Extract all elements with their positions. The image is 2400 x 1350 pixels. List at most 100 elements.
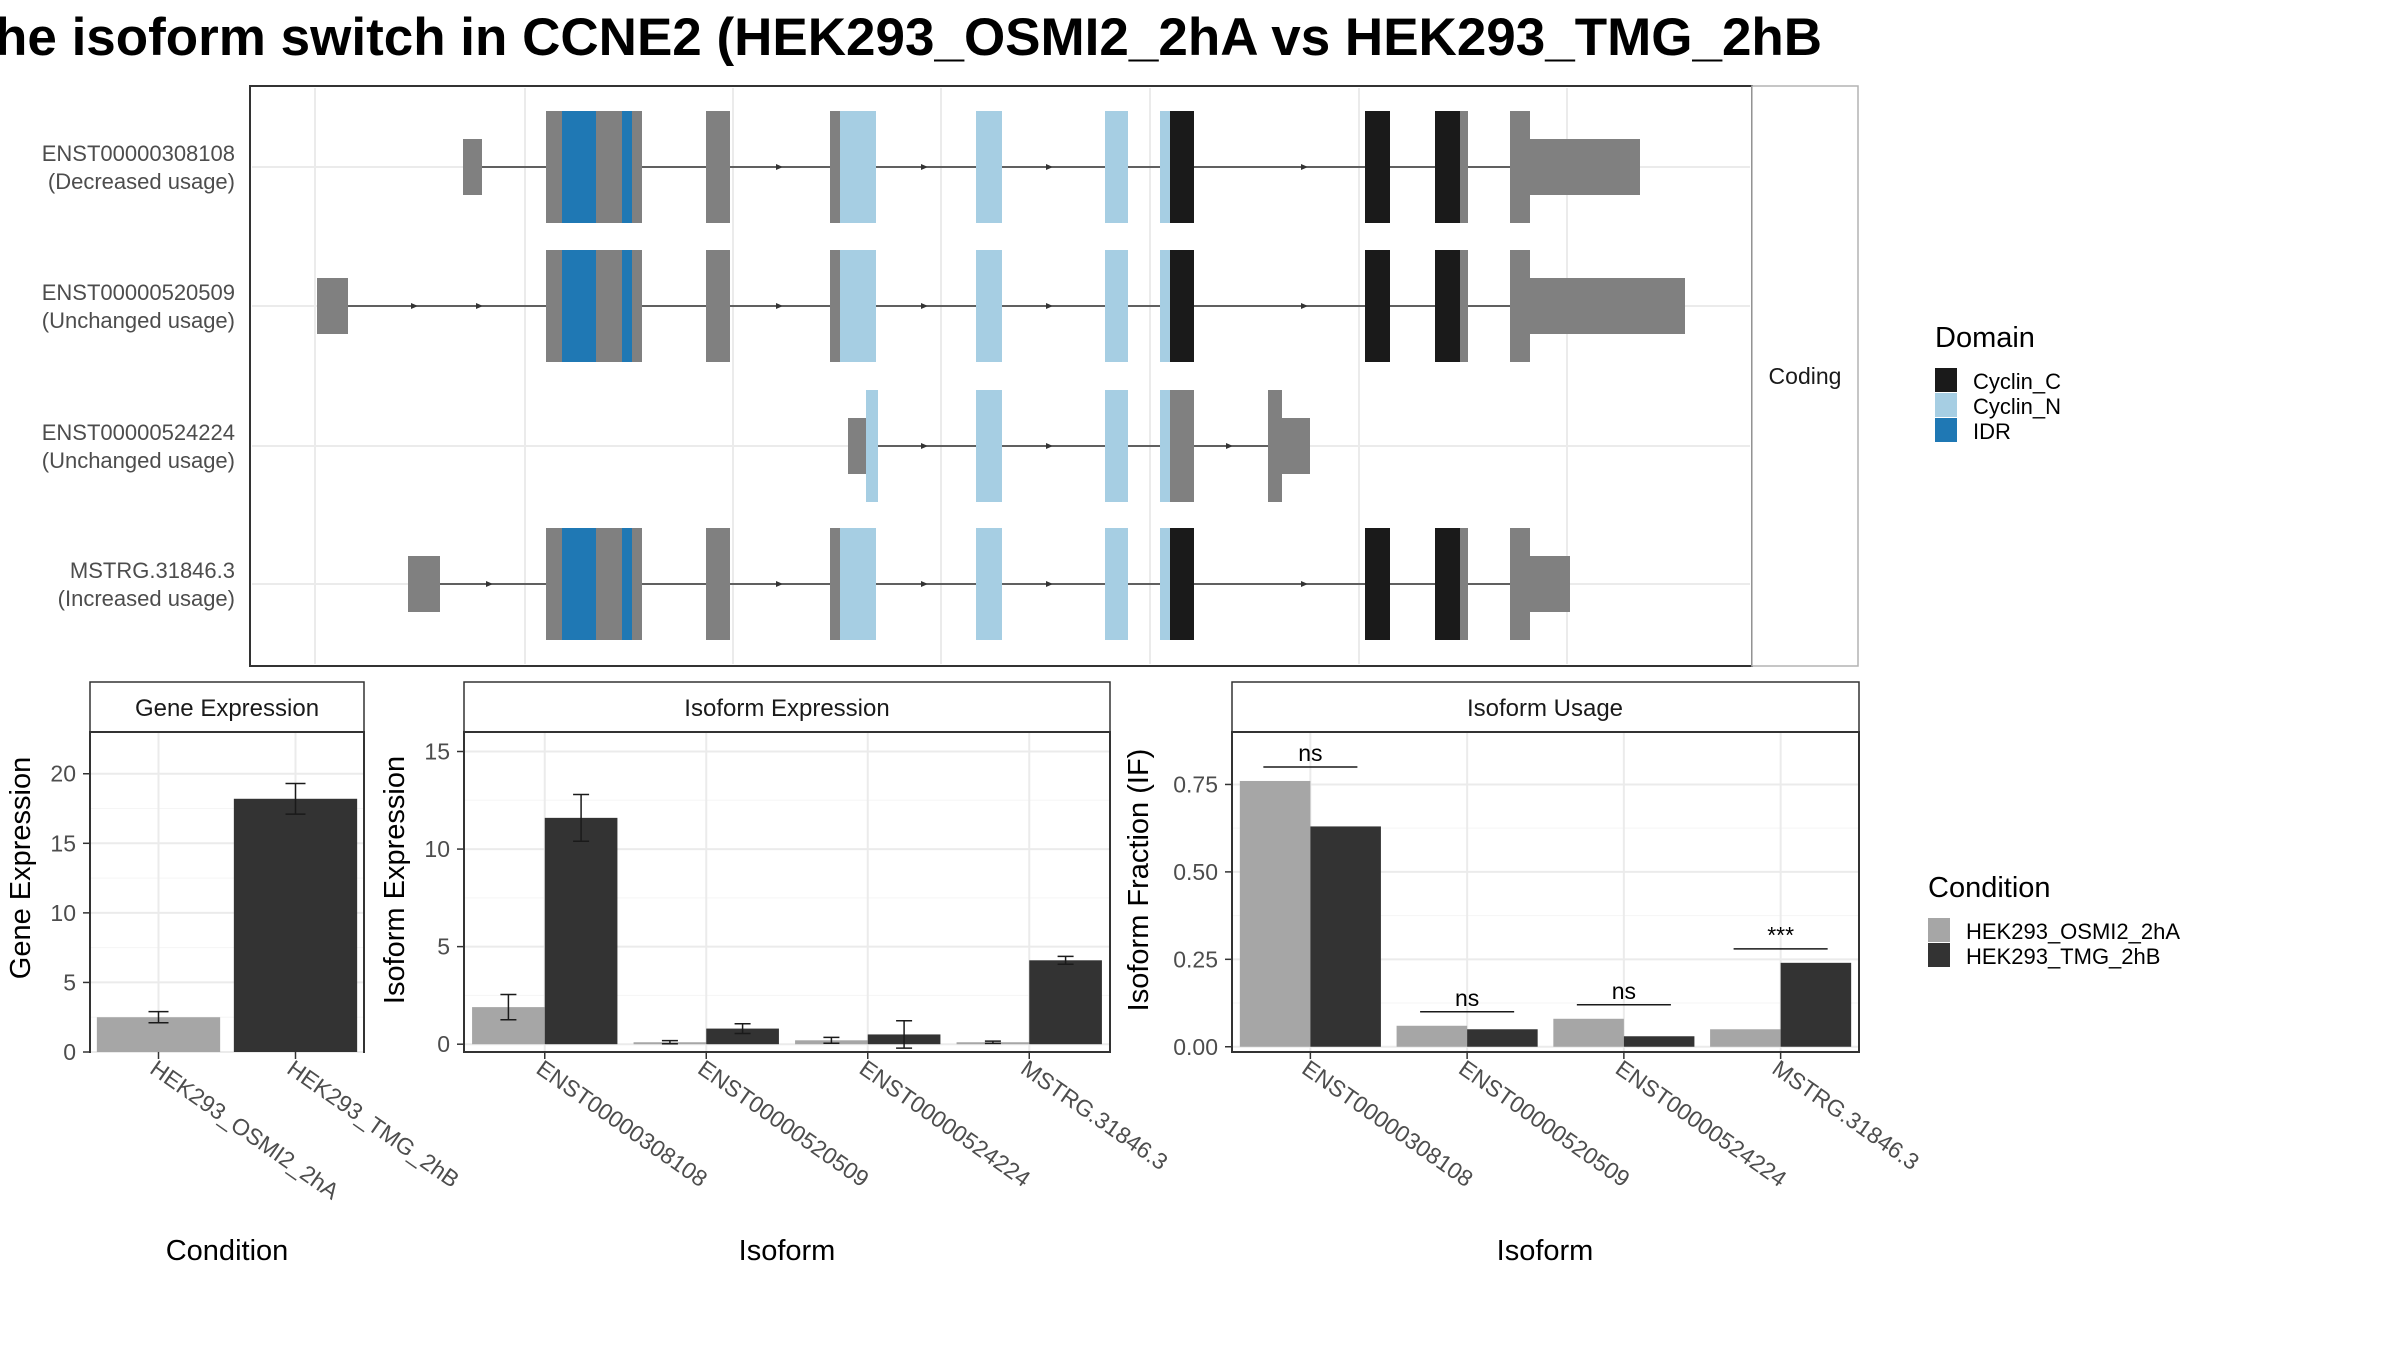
legend-label-tmg: HEK293_TMG_2hB	[1966, 944, 2160, 969]
strand-arrow	[1046, 303, 1053, 309]
exon-block	[1282, 418, 1310, 474]
exon-block	[632, 111, 642, 223]
exon-block	[622, 250, 632, 362]
strand-arrow	[411, 303, 418, 309]
x-tick-label: ENST00000308108	[532, 1055, 712, 1192]
exon-block	[706, 528, 730, 640]
y-tick-label: 0	[63, 1039, 76, 1065]
transcript-label-usage: (Increased usage)	[58, 586, 235, 611]
exon-block	[1460, 250, 1468, 362]
exon-block	[1530, 278, 1685, 334]
exon-block	[596, 250, 622, 362]
legend-label-idr: IDR	[1973, 419, 2011, 444]
exon-block	[1160, 250, 1170, 362]
legend-label-cyclin-c: Cyclin_C	[1973, 369, 2061, 394]
exon-block	[1160, 528, 1170, 640]
x-tick-label: MSTRG.31846.3	[1768, 1055, 1924, 1175]
exon-block	[830, 250, 840, 362]
y-tick-label: 0	[437, 1031, 450, 1057]
exon-block	[1460, 111, 1468, 223]
strand-arrow	[1301, 164, 1308, 170]
transcript-rows	[317, 111, 1685, 640]
exon-block	[622, 111, 632, 223]
x-tick-label: MSTRG.31846.3	[1016, 1055, 1172, 1175]
exon-block	[1268, 390, 1282, 502]
exon-block	[596, 528, 622, 640]
x-tick-label: ENST00000520509	[693, 1055, 873, 1192]
bar	[1467, 1029, 1538, 1047]
x-axis-ticks: ENST00000308108ENST00000520509ENST000005…	[1298, 1052, 1924, 1192]
transcript-label-usage: (Unchanged usage)	[42, 308, 235, 333]
exon-block	[830, 111, 840, 223]
exon-block	[562, 528, 596, 640]
condition-legend: Condition HEK293_OSMI2_2hA HEK293_TMG_2h…	[1928, 872, 2180, 969]
panel-bars	[472, 793, 1102, 1049]
exon-block	[1435, 250, 1460, 362]
condition-legend-title: Condition	[1928, 872, 2051, 904]
exon-block	[1170, 111, 1194, 223]
exon-block	[317, 278, 348, 334]
y-tick-label: 0.25	[1173, 946, 1218, 972]
bar	[1623, 1036, 1695, 1047]
significance-label: ***	[1767, 922, 1794, 948]
exon-block	[562, 250, 596, 362]
exon-block	[840, 528, 876, 640]
legend-key-osmi2	[1928, 918, 1950, 942]
strand-arrow	[1301, 303, 1308, 309]
exon-block	[976, 250, 1002, 362]
x-axis-title: Isoform	[739, 1235, 836, 1267]
x-tick-label: ENST00000524224	[855, 1055, 1036, 1192]
exon-block	[1435, 111, 1460, 223]
transcript-label-id: ENST00000520509	[42, 280, 235, 305]
y-axis-title: Isoform Expression	[379, 756, 411, 1004]
strand-arrow	[921, 164, 928, 170]
strand-arrow	[1226, 443, 1233, 449]
y-axis-ticks: 0.00 0.25 0.50 0.75	[1173, 771, 1232, 1060]
significance-label: ns	[1455, 985, 1479, 1011]
bar	[706, 1028, 779, 1045]
y-tick-label: 0.00	[1173, 1034, 1218, 1060]
facet-strip-label: Coding	[1769, 363, 1842, 389]
legend-key-cyclin-c	[1935, 368, 1957, 392]
significance-label: ns	[1298, 740, 1322, 766]
y-tick-label: 10	[424, 836, 450, 862]
y-tick-label: 20	[50, 761, 76, 787]
exon-block	[1170, 390, 1194, 502]
transcript-labels: ENST00000308108 (Decreased usage) ENST00…	[42, 141, 235, 611]
strand-arrow	[921, 443, 928, 449]
exon-block	[706, 250, 730, 362]
strand-arrow	[486, 581, 493, 587]
y-tick-label: 15	[50, 830, 76, 856]
exon-block	[1365, 111, 1390, 223]
domain-legend-title: Domain	[1935, 322, 2035, 354]
transcript-label-usage: (Unchanged usage)	[42, 448, 235, 473]
bar	[1239, 780, 1311, 1047]
panel-title: Isoform Usage	[1467, 695, 1623, 722]
exon-block	[1435, 528, 1460, 640]
y-axis-ticks: 0 5 10 15 20	[50, 761, 90, 1065]
panel-strip	[463, 681, 1111, 733]
exon-block	[1105, 528, 1128, 640]
exon-block	[1460, 528, 1468, 640]
significance-label: ns	[1612, 978, 1636, 1004]
exon-block	[1365, 528, 1390, 640]
x-axis-title: Condition	[166, 1235, 289, 1267]
exon-block	[1510, 111, 1530, 223]
strand-arrow	[776, 164, 783, 170]
legend-label-cyclin-n: Cyclin_N	[1973, 394, 2061, 419]
exon-block	[976, 528, 1002, 640]
exon-block	[1170, 250, 1194, 362]
transcript-label-id: MSTRG.31846.3	[70, 558, 235, 583]
x-tick-label: ENST00000520509	[1454, 1055, 1634, 1192]
exon-block	[976, 111, 1002, 223]
x-tick-label: ENST00000524224	[1611, 1055, 1792, 1192]
exon-block	[546, 111, 562, 223]
x-axis-title: Isoform	[1497, 1235, 1594, 1267]
panel-bars	[1239, 780, 1852, 1047]
exon-block	[1105, 111, 1128, 223]
strand-arrow	[921, 303, 928, 309]
x-tick-label: ENST00000308108	[1298, 1055, 1478, 1192]
y-tick-label: 0.75	[1173, 771, 1218, 797]
